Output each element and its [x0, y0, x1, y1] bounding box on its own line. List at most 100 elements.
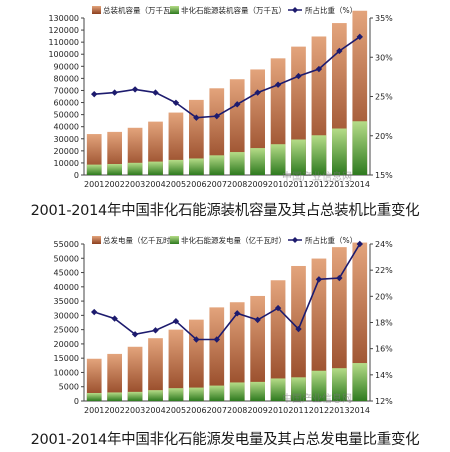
x-tick-label: 2001: [84, 180, 104, 189]
bar-total-2001: [86, 358, 102, 401]
y-tick-label: 5000: [59, 383, 79, 392]
bar-total-2005: [168, 112, 184, 175]
bar-nonfossil-2004: [148, 390, 163, 401]
bar-nonfossil-2009: [250, 381, 265, 401]
x-tick-label: 2012: [309, 406, 329, 415]
x-tick-label: 2014: [350, 180, 370, 189]
legend-label: 所占比重（%）: [305, 5, 357, 15]
y2-tick-label: 20%: [375, 292, 393, 301]
y-tick-label: 110000: [48, 38, 79, 47]
ratio-line: [93, 243, 361, 341]
bar-nonfossil-2014: [352, 363, 368, 401]
bar-total-2014: [352, 242, 368, 401]
legend-diamond: [292, 7, 298, 13]
x-tick-label: 2001: [84, 406, 104, 415]
y2-tick-label: 35%: [375, 14, 393, 23]
bar-nonfossil-2008: [229, 382, 245, 401]
bar-nonfossil-2014: [352, 121, 368, 175]
bar-total-2004: [148, 338, 163, 401]
x-tick-label: 2013: [329, 180, 349, 189]
ratio-line: [94, 36, 361, 119]
x-tick-label: 2008: [227, 406, 247, 415]
bar-total-2006: [189, 99, 204, 175]
ratio-point-2009: [254, 89, 261, 96]
x-tick-label: 2004: [145, 180, 165, 189]
y2-tick-label: 14%: [375, 371, 393, 380]
bar-nonfossil-2011: [291, 139, 306, 175]
y-tick-label: 15000: [54, 354, 79, 363]
y-tick-label: 80000: [54, 74, 79, 83]
legend-label: 总发电量（亿千瓦时）: [103, 235, 178, 245]
bar-nonfossil-2002: [107, 164, 122, 175]
y-tick-label: 50000: [54, 111, 79, 120]
bar-total-2011: [291, 265, 306, 401]
bar-nonfossil-2001: [86, 393, 102, 401]
legend-swatch: [170, 6, 179, 14]
bar-total-2007: [209, 88, 225, 175]
ratio-point-2006: [193, 336, 200, 343]
y2-tick-label: 30%: [375, 53, 393, 62]
y2-tick-label: 20%: [375, 132, 393, 141]
y2-tick-label: 25%: [375, 93, 393, 102]
x-tick-label: 2010: [268, 180, 288, 189]
y2-tick-label: 12%: [375, 397, 393, 406]
ratio-point-2004: [152, 89, 159, 96]
y-tick-label: 130000: [48, 14, 79, 23]
x-tick-label: 2009: [247, 180, 267, 189]
bar-nonfossil-2002: [107, 392, 122, 401]
legend-diamond: [292, 237, 298, 243]
ratio-point-2005: [172, 317, 180, 325]
ratio-point-2003: [131, 86, 139, 93]
y-tick-label: 70000: [54, 86, 79, 95]
bar-total-2005: [168, 329, 184, 401]
bar-total-2008: [229, 302, 245, 401]
y-tick-label: 0: [74, 171, 79, 180]
x-tick-label: 2003: [125, 406, 145, 415]
x-tick-label: 2010: [268, 406, 288, 415]
y-tick-label: 35000: [54, 297, 79, 306]
y-tick-label: 10000: [54, 368, 79, 377]
ratio-point-2008: [234, 101, 241, 108]
y-tick-label: 30000: [54, 135, 79, 144]
ratio-point-2014: [356, 33, 363, 41]
ratio-point-2012: [315, 65, 323, 73]
y-tick-label: 20000: [54, 147, 79, 156]
bar-nonfossil-2010: [270, 144, 286, 175]
ratio-point-2011: [295, 72, 302, 80]
bar-nonfossil-2003: [127, 391, 143, 401]
bar-nonfossil-2001: [86, 164, 102, 175]
bar-nonfossil-2007: [209, 155, 225, 175]
ratio-point-2002: [111, 89, 118, 96]
bar-nonfossil-2007: [209, 385, 225, 401]
bar-nonfossil-2003: [127, 162, 143, 175]
x-tick-label: 2006: [186, 180, 206, 189]
ratio-point-2004: [152, 327, 159, 334]
x-tick-label: 2009: [247, 406, 267, 415]
ratio-point-2013: [336, 274, 343, 282]
ratio-point-2009: [254, 316, 261, 324]
bar-nonfossil-2013: [332, 128, 347, 175]
y-tick-label: 10000: [54, 159, 79, 168]
ratio-point-2011: [295, 325, 302, 333]
bar-nonfossil-2012: [311, 370, 327, 401]
ratio-point-2003: [131, 331, 139, 338]
ratio-point-2001: [91, 90, 98, 98]
y2-tick-label: 16%: [375, 345, 393, 354]
generation-chart: 0 5000 10000 15000 20000 25000 30000 35000 40000…: [54, 235, 394, 415]
ratio-point-2005: [172, 99, 180, 106]
x-tick-label: 2003: [125, 180, 145, 189]
ratio-point-2002: [111, 315, 118, 322]
y-tick-label: 60000: [54, 99, 79, 108]
y-tick-label: 20000: [54, 340, 79, 349]
legend-label: 非化石能源装机容量（万千瓦）: [181, 5, 286, 15]
bar-total-2008: [229, 79, 245, 175]
bar-nonfossil-2010: [270, 378, 286, 401]
bar-nonfossil-2009: [250, 148, 265, 175]
watermark-2: 中国产业信息网: [282, 394, 352, 405]
y-tick-label: 100000: [48, 50, 79, 59]
y2-tick-label: 22%: [375, 266, 393, 275]
bar-total-2003: [127, 346, 143, 401]
bar-total-2013: [332, 247, 347, 401]
x-tick-label: 2011: [288, 406, 308, 415]
y-tick-label: 30000: [54, 311, 79, 320]
